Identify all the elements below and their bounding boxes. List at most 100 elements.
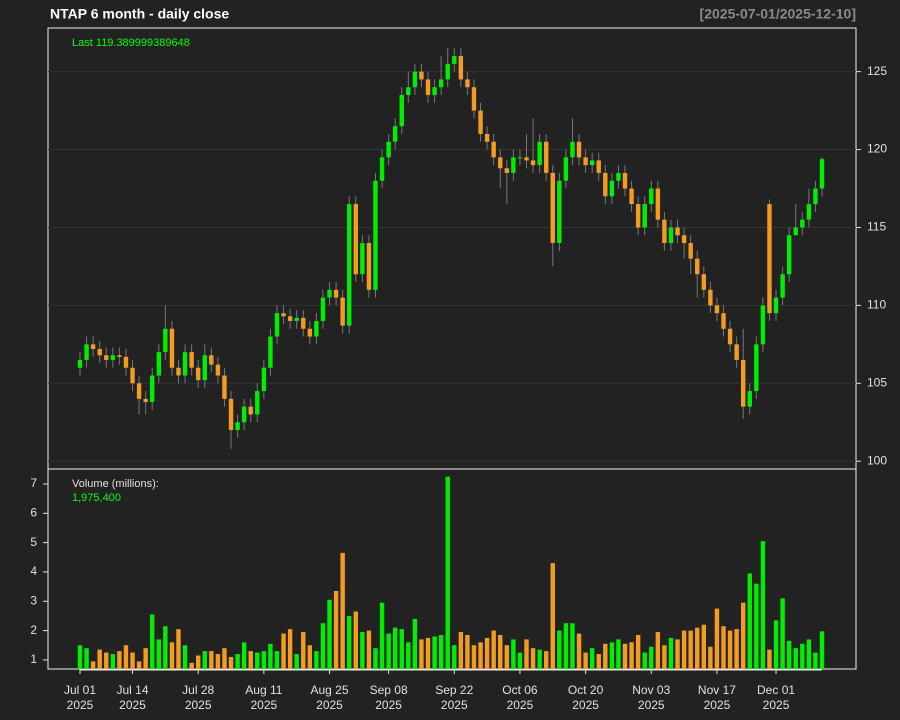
- candle-body: [452, 56, 457, 64]
- candle-body: [307, 328, 313, 337]
- volume-bar: [629, 642, 634, 669]
- x-tick-label: Sep 08 2025: [369, 683, 408, 712]
- volume-bar: [215, 654, 221, 669]
- volume-bar: [255, 652, 260, 669]
- candle-body: [195, 367, 201, 381]
- candle-body: [530, 160, 536, 166]
- volume-bar: [373, 648, 378, 669]
- x-tick-label: Dec 01 2025: [757, 683, 796, 712]
- candle-body: [432, 87, 437, 96]
- volume-bar: [123, 645, 129, 669]
- x-tick-label: Nov 17 2025: [697, 683, 736, 712]
- volume-bar: [786, 640, 792, 669]
- candle-body: [576, 141, 582, 158]
- volume-bar: [452, 645, 457, 669]
- volume-tick-label: 5: [30, 535, 37, 549]
- candle-body: [84, 344, 89, 360]
- volume-bar: [780, 598, 785, 669]
- volume-bar: [307, 645, 313, 669]
- candle-body: [727, 328, 733, 345]
- volume-bar: [432, 636, 437, 669]
- volume-bar: [406, 642, 411, 669]
- candle-body: [813, 188, 818, 205]
- candle-body: [353, 204, 358, 275]
- volume-bar: [819, 631, 825, 669]
- candle-body: [563, 157, 569, 181]
- volume-bar: [333, 590, 339, 669]
- volume-bar: [438, 634, 444, 669]
- x-tick-label: Jul 28 2025: [182, 683, 215, 712]
- volume-bar: [287, 629, 293, 669]
- volume-bar: [195, 655, 201, 669]
- x-tick-label: Oct 06 2025: [502, 683, 538, 712]
- volume-bar: [327, 599, 332, 669]
- candle-body: [806, 204, 812, 220]
- x-tick-label: Oct 20 2025: [567, 683, 604, 712]
- candle-body: [301, 317, 306, 329]
- volume-bar: [484, 637, 490, 669]
- candle-body: [819, 159, 825, 189]
- candle-body: [261, 367, 267, 392]
- x-tick-label: Sep 22 2025: [435, 683, 474, 712]
- candle-body: [754, 344, 759, 392]
- candle-body: [379, 157, 385, 181]
- x-tick-label: Jul 14 2025: [116, 683, 149, 712]
- volume-bar: [248, 651, 253, 669]
- candle-body: [471, 87, 477, 111]
- candle-body: [780, 274, 785, 298]
- y-tick-label: 120: [867, 142, 887, 156]
- volume-bar: [84, 648, 89, 669]
- candle-body: [97, 349, 102, 356]
- candle-body: [156, 352, 161, 376]
- volume-tick-label: 6: [30, 505, 37, 519]
- y-tick-label: 100: [867, 453, 887, 467]
- candle-body: [498, 157, 503, 169]
- candle-body: [635, 204, 641, 228]
- candle-body: [511, 157, 516, 173]
- x-tick-label: Aug 11 2025: [245, 683, 283, 712]
- volume-bar: [97, 649, 102, 669]
- candle-body: [143, 398, 148, 402]
- volume-bar: [235, 654, 240, 669]
- candle-body: [478, 110, 483, 134]
- volume-bar: [530, 648, 536, 669]
- y-tick-label: 115: [867, 220, 886, 234]
- candle-body: [209, 355, 214, 365]
- candle-body: [681, 235, 687, 244]
- candle-body: [708, 289, 713, 306]
- candle-body: [649, 188, 654, 205]
- volume-bar: [806, 639, 812, 669]
- volume-bar: [176, 629, 181, 669]
- candle-body: [241, 406, 247, 423]
- volume-bar: [209, 651, 214, 669]
- candle-body: [182, 352, 188, 376]
- volume-bar: [741, 602, 746, 669]
- volume-bar: [274, 651, 280, 669]
- volume-bar: [596, 654, 601, 669]
- volume-bar: [471, 645, 477, 669]
- volume-bar: [104, 652, 109, 669]
- volume-label: Volume (millions):: [72, 478, 159, 490]
- volume-bar: [458, 632, 464, 669]
- candle-body: [760, 305, 766, 345]
- volume-bar: [675, 639, 680, 669]
- candle-body: [773, 297, 779, 314]
- volume-bar: [320, 623, 326, 669]
- volume-bar: [182, 645, 188, 669]
- volume-bar: [642, 652, 647, 669]
- volume-bar: [425, 637, 431, 669]
- volume-bar: [202, 651, 207, 669]
- volume-bar: [498, 634, 503, 669]
- candle-body: [662, 219, 667, 244]
- candle-body: [327, 289, 332, 298]
- candle-body: [504, 168, 510, 173]
- candle-body: [163, 328, 168, 353]
- volume-bar: [754, 583, 759, 669]
- candle-body: [222, 375, 227, 399]
- volume-bar: [110, 654, 116, 669]
- candle-body: [767, 204, 772, 314]
- volume-bar: [635, 634, 641, 669]
- candle-body: [629, 188, 634, 205]
